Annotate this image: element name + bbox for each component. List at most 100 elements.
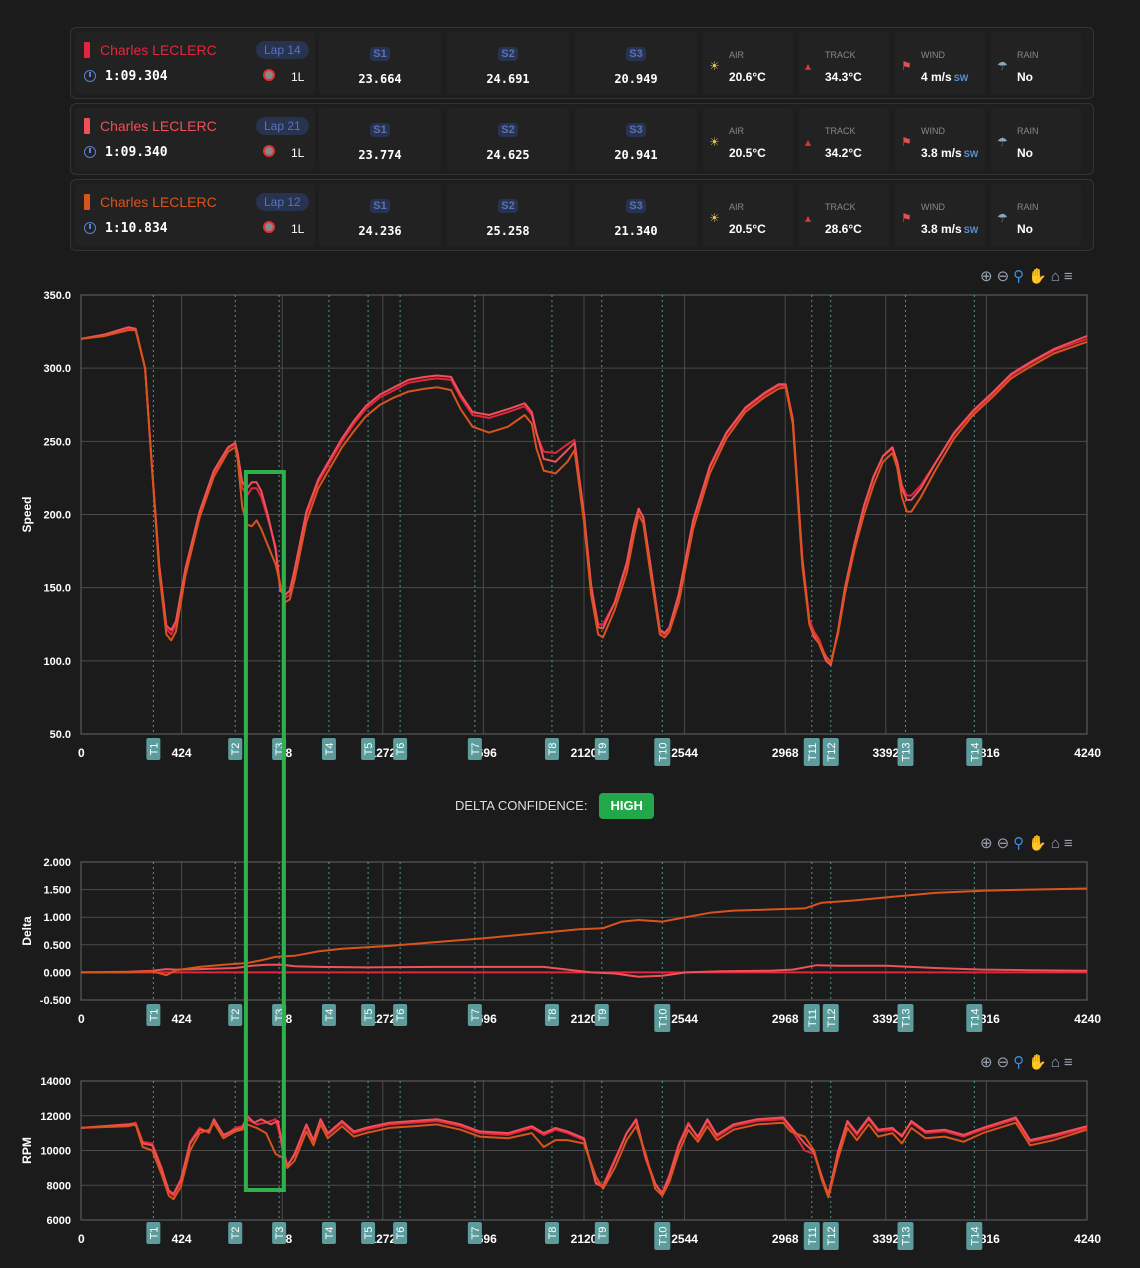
corner-marker: [966, 1222, 983, 1250]
y-tick-label: 6000: [47, 1215, 71, 1227]
corner-marker: [393, 1222, 408, 1244]
weather-cell-air: ☀ AIR 20.6°C: [703, 32, 793, 94]
lap-row[interactable]: Charles LECLERC 1:09.304 Lap 14 1L S1 23…: [70, 27, 1094, 99]
zoom-out-icon[interactable]: ⊖: [996, 268, 1014, 285]
corner-marker: [393, 738, 408, 760]
home-icon[interactable]: ⌂: [1050, 268, 1064, 285]
track-icon: ▴: [805, 211, 812, 225]
corner-label: T1: [148, 743, 160, 756]
chart-rpm: 6000800010000120001400004248481272169621…: [20, 1076, 1101, 1250]
x-tick-label: 2120: [571, 746, 598, 760]
zoom-select-icon[interactable]: ⚲: [1013, 1054, 1029, 1071]
weather-value-text: 34.2°C: [825, 146, 862, 160]
sector-cell: S3 20.941: [575, 108, 697, 170]
corner-marker: [897, 1222, 914, 1250]
pan-icon[interactable]: ✋: [1028, 835, 1051, 852]
zoom-out-icon[interactable]: ⊖: [996, 835, 1014, 852]
x-tick-label: 3392: [872, 1232, 899, 1246]
y-tick-label: -0.500: [40, 995, 71, 1007]
sector-time: 23.774: [358, 148, 402, 162]
weather-value-text: No: [1017, 146, 1033, 160]
menu-icon[interactable]: ≡: [1063, 835, 1077, 852]
corner-marker: [467, 738, 482, 760]
weather-cell-wind: ⚑ WIND 3.8 m/s SW: [895, 184, 985, 246]
weather-cell-air: ☀ AIR 20.5°C: [703, 108, 793, 170]
x-tick-label: 3392: [872, 746, 899, 760]
corner-label: T5: [363, 1009, 375, 1022]
rpm-chart-toolbar[interactable]: ⊕⊖⚲✋⌂≡: [980, 1053, 1104, 1071]
corner-label: T9: [597, 1227, 609, 1240]
lap-row[interactable]: Charles LECLERC 1:09.340 Lap 21 1L S1 23…: [70, 103, 1094, 175]
y-tick-label: 300.0: [43, 363, 71, 375]
corner-marker: [146, 1004, 161, 1026]
corner-label: T6: [395, 1227, 407, 1240]
weather-value: No: [1017, 146, 1033, 160]
delta-chart-toolbar[interactable]: ⊕⊖⚲✋⌂≡: [980, 834, 1104, 852]
zoom-in-icon[interactable]: ⊕: [980, 268, 997, 285]
sector-cell: S1 23.774: [319, 108, 441, 170]
corner-label: T13: [900, 1009, 912, 1028]
corner-label: T2: [230, 1009, 242, 1022]
delta-confidence-badge: HIGH: [599, 793, 654, 819]
wind-direction: SW: [953, 73, 969, 83]
menu-icon[interactable]: ≡: [1063, 268, 1077, 285]
series-line-lap-3: [81, 887, 1088, 977]
sector-label: S2: [498, 47, 518, 61]
y-axis-label: Delta: [20, 916, 34, 946]
corner-label: T4: [324, 1227, 336, 1240]
weather-cell-air: ☀ AIR 20.5°C: [703, 184, 793, 246]
driver-cell: Charles LECLERC 1:09.340 Lap 21 1L: [75, 108, 315, 170]
sector-time: 24.691: [486, 72, 530, 86]
weather-value: 28.6°C: [825, 222, 862, 236]
pan-icon[interactable]: ✋: [1028, 1054, 1051, 1071]
y-tick-label: 250.0: [43, 436, 71, 448]
y-tick-label: 2.000: [43, 857, 71, 869]
sector-label: S1: [370, 123, 390, 137]
corner-label: T10: [657, 1227, 669, 1246]
zoom-out-icon[interactable]: ⊖: [996, 1054, 1014, 1071]
corner-label: T7: [470, 1227, 482, 1240]
corner-label: T11: [807, 1227, 819, 1245]
weather-value: 20.5°C: [729, 222, 766, 236]
pan-icon[interactable]: ✋: [1028, 268, 1051, 285]
rain-icon: ☂: [997, 59, 1008, 73]
weather-label: WIND: [921, 202, 945, 212]
weather-label: RAIN: [1017, 50, 1039, 60]
x-tick-label: 2120: [571, 1012, 598, 1026]
zoom-in-icon[interactable]: ⊕: [980, 835, 997, 852]
home-icon[interactable]: ⌂: [1050, 1054, 1064, 1071]
lap-number-badge[interactable]: Lap 21: [256, 117, 309, 135]
x-tick-label: 2968: [772, 1012, 799, 1026]
corner-label: T2: [230, 743, 242, 756]
corner-marker: [654, 1222, 671, 1250]
corner-marker: [321, 738, 336, 760]
driver-color-bar: [84, 194, 90, 210]
zoom-in-icon[interactable]: ⊕: [980, 1054, 997, 1071]
zoom-select-icon[interactable]: ⚲: [1013, 268, 1029, 285]
air-icon: ☀: [709, 211, 720, 225]
speed-chart-toolbar[interactable]: ⊕⊖⚲✋⌂≡: [980, 267, 1104, 285]
corner-marker: [146, 738, 161, 760]
zoom-select-icon[interactable]: ⚲: [1013, 835, 1029, 852]
corner-marker: [966, 738, 983, 766]
weather-value: 20.5°C: [729, 146, 766, 160]
sector-cell: S2 24.625: [447, 108, 569, 170]
weather-value: 3.8 m/s SW: [921, 146, 978, 160]
corner-label: T6: [395, 1009, 407, 1022]
y-tick-label: 8000: [47, 1180, 71, 1192]
menu-icon[interactable]: ≡: [1063, 1054, 1077, 1071]
sector-cell: S2 25.258: [447, 184, 569, 246]
home-icon[interactable]: ⌂: [1050, 835, 1064, 852]
track-icon: ▴: [805, 135, 812, 149]
tyre-label: 1L: [291, 222, 305, 236]
lap-row[interactable]: Charles LECLERC 1:10.834 Lap 12 1L S1 24…: [70, 179, 1094, 251]
chart-delta: -0.5000.0000.5001.0001.5002.000042484812…: [20, 857, 1101, 1032]
air-icon: ☀: [709, 59, 720, 73]
lap-comparison-table: Charles LECLERC 1:09.304 Lap 14 1L S1 23…: [70, 27, 1094, 255]
lap-number-badge[interactable]: Lap 14: [256, 41, 309, 59]
lap-number-badge[interactable]: Lap 12: [256, 193, 309, 211]
driver-cell: Charles LECLERC 1:09.304 Lap 14 1L: [75, 32, 315, 94]
sector-time: 23.664: [358, 72, 402, 86]
weather-value: 3.8 m/s SW: [921, 222, 978, 236]
